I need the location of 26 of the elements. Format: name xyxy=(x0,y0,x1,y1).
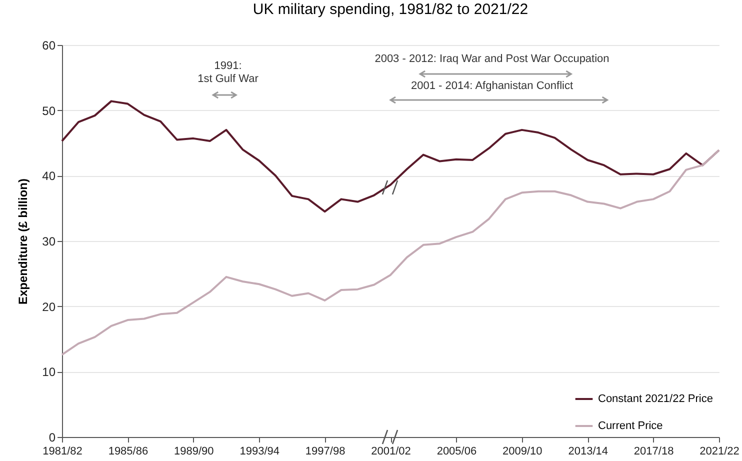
y-tick-label: 10 xyxy=(42,365,56,380)
y-tick-label: 30 xyxy=(42,234,56,248)
x-tick-label: 1993/94 xyxy=(240,446,280,458)
x-tick-label: 1989/90 xyxy=(174,446,214,458)
x-tick-label: 1997/98 xyxy=(305,446,346,458)
y-tick-label: 60 xyxy=(42,38,56,52)
x-tick-label: 2021/22 xyxy=(700,446,740,458)
x-tick-label: 2013/14 xyxy=(568,446,608,458)
x-tick-label: 2009/10 xyxy=(502,446,542,458)
legend-label: Current Price xyxy=(598,420,663,432)
y-tick-label: 0 xyxy=(48,430,56,444)
y-tick-label: 40 xyxy=(42,169,56,184)
y-tick-label: 50 xyxy=(42,104,56,118)
legend-label: Constant 2021/22 Price xyxy=(598,393,713,405)
annotation: 2001 - 2014: Afghanistan Conflict xyxy=(410,80,574,92)
x-tick-label: 2017/18 xyxy=(634,446,674,458)
annotation: 2003 - 2012: Iraq War and Post War Occupation xyxy=(374,53,610,65)
y-axis-title: Expenditure (£ billion) xyxy=(16,178,30,305)
x-tick-label: 2005/06 xyxy=(436,446,477,458)
annotation: 1991: 1st Gulf War xyxy=(198,60,259,85)
x-tick-label: 1981/82 xyxy=(42,446,82,458)
x-tick-label: 1985/86 xyxy=(108,446,148,458)
y-tick-label: 20 xyxy=(42,300,56,314)
line-series xyxy=(61,149,720,356)
x-tick-label: 2001/02 xyxy=(371,446,411,458)
chart-title: UK military spending, 1981/82 to 2021/22 xyxy=(252,1,528,18)
